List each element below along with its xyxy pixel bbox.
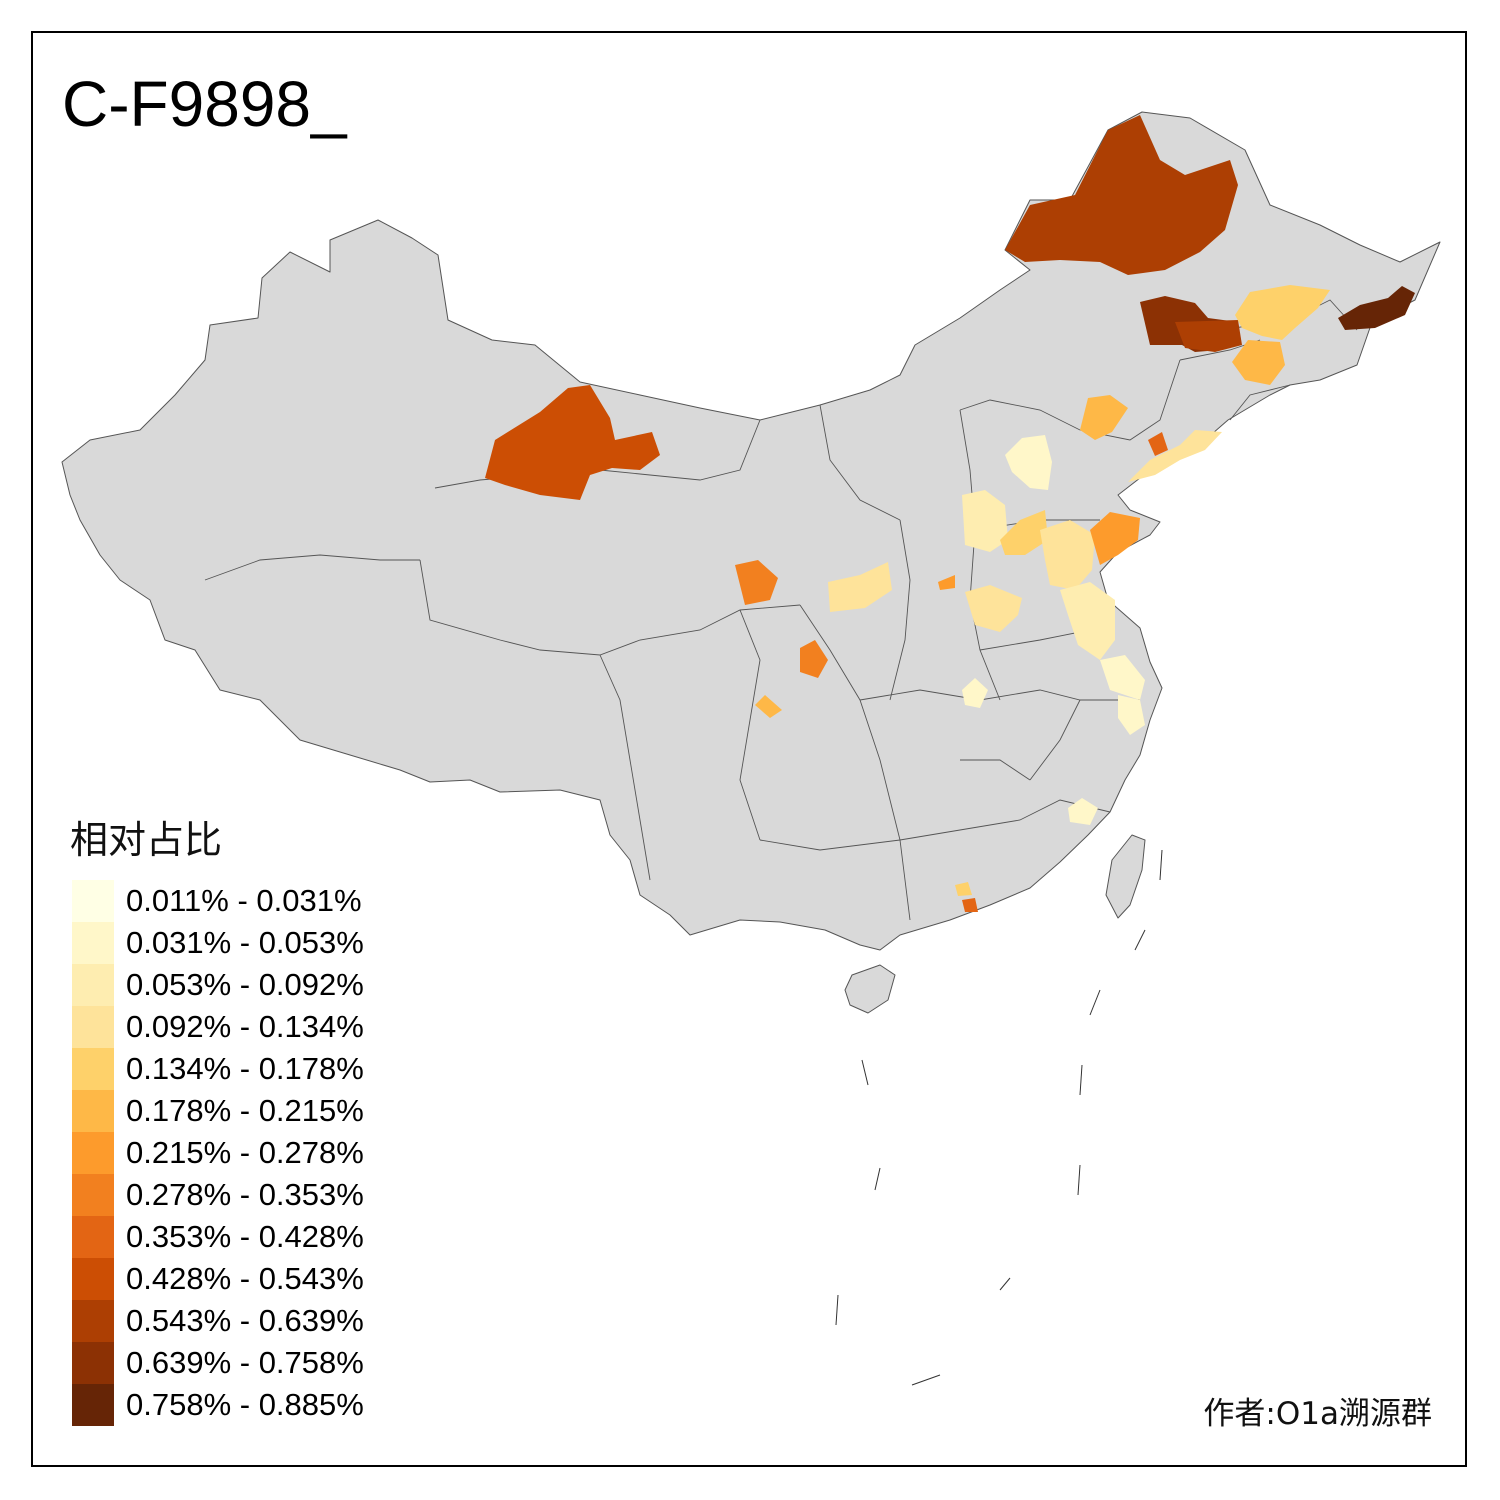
region-fujian: [1068, 798, 1098, 825]
region-hebei-north: [1005, 435, 1052, 490]
legend-swatch: [72, 1174, 114, 1216]
legend-item: 0.134% - 0.178%: [70, 1048, 364, 1090]
region-heilongjiang-south: [1235, 285, 1330, 340]
region-shandong-east: [1090, 512, 1140, 565]
legend-item: 0.092% - 0.134%: [70, 1006, 364, 1048]
region-liaoning-panjin: [1148, 432, 1168, 456]
legend-item: 0.215% - 0.278%: [70, 1132, 364, 1174]
map-title: C-F9898_: [62, 68, 347, 140]
legend-swatch: [72, 1090, 114, 1132]
legend-swatch: [72, 922, 114, 964]
legend-swatch: [72, 964, 114, 1006]
region-sichuan-north: [800, 640, 828, 678]
region-jilin-songyuan: [1175, 320, 1242, 352]
region-zhejiang-north: [1118, 695, 1145, 735]
region-jiangsu-north: [1060, 582, 1115, 660]
legend-swatch: [72, 1300, 114, 1342]
legend-item: 0.011% - 0.031%: [70, 880, 362, 922]
region-liaoning-coast: [1128, 430, 1222, 482]
legend-swatch: [72, 1216, 114, 1258]
region-xinjiang-north: [485, 385, 660, 500]
region-henan-small: [938, 575, 955, 590]
mainland-china: [61, 111, 1441, 951]
region-shaanxi: [828, 562, 892, 612]
legend-label: 0.011% - 0.031%: [126, 883, 362, 918]
legend-swatch: [72, 1258, 114, 1300]
region-hulunbuir: [1005, 115, 1238, 275]
legend-label: 0.639% - 0.758%: [126, 1345, 364, 1380]
legend-label: 0.053% - 0.092%: [126, 967, 364, 1002]
legend-item: 0.758% - 0.885%: [70, 1384, 364, 1426]
region-anhui: [962, 678, 988, 708]
region-guangdong-dongguan: [962, 898, 978, 912]
region-guangdong-zhaoqing: [955, 882, 972, 896]
legend-swatch: [72, 1048, 114, 1090]
legend-label: 0.543% - 0.639%: [126, 1303, 364, 1338]
legend-label: 0.134% - 0.178%: [126, 1051, 364, 1086]
south-china-sea-islands: [835, 849, 1163, 1386]
legend-item: 0.031% - 0.053%: [70, 922, 364, 964]
region-hebei-south: [1000, 510, 1048, 555]
map-frame: [31, 31, 1467, 1467]
author-credit: 作者:O1a溯源群: [1203, 1396, 1432, 1432]
region-heilongjiang-east: [1338, 286, 1415, 330]
region-shandong-west: [1040, 520, 1095, 590]
legend: 相对占比 0.011% - 0.031% 0.031% - 0.053% 0.0…: [70, 818, 364, 1426]
legend-label: 0.758% - 0.885%: [126, 1387, 364, 1422]
legend-item: 0.428% - 0.543%: [70, 1258, 364, 1300]
legend-label: 0.092% - 0.134%: [126, 1009, 364, 1044]
legend-swatch: [72, 880, 114, 922]
legend-swatch: [72, 1342, 114, 1384]
legend-swatch: [72, 1006, 114, 1048]
region-gansu: [735, 560, 778, 605]
taiwan: [1105, 834, 1146, 919]
legend-item: 0.178% - 0.215%: [70, 1090, 364, 1132]
region-shanxi-central: [962, 490, 1008, 552]
hainan: [844, 964, 896, 1014]
legend-label: 0.031% - 0.053%: [126, 925, 364, 960]
legend-label: 0.428% - 0.543%: [126, 1261, 364, 1296]
legend-item: 0.053% - 0.092%: [70, 964, 364, 1006]
legend-label: 0.353% - 0.428%: [126, 1219, 364, 1254]
legend-title: 相对占比: [70, 818, 223, 862]
legend-swatch: [72, 1132, 114, 1174]
legend-label: 0.278% - 0.353%: [126, 1177, 364, 1212]
legend-label: 0.215% - 0.278%: [126, 1135, 364, 1170]
legend-label: 0.178% - 0.215%: [126, 1093, 364, 1128]
legend-item: 0.639% - 0.758%: [70, 1342, 364, 1384]
legend-swatch: [72, 1384, 114, 1426]
region-liaoning-west: [1080, 395, 1128, 440]
legend-item: 0.353% - 0.428%: [70, 1216, 364, 1258]
region-jiangsu-south: [1100, 655, 1145, 700]
region-jilin-central: [1232, 340, 1285, 385]
region-henan-north: [965, 585, 1022, 632]
legend-item: 0.278% - 0.353%: [70, 1174, 364, 1216]
region-sichuan-south: [755, 695, 782, 718]
legend-item: 0.543% - 0.639%: [70, 1300, 364, 1342]
